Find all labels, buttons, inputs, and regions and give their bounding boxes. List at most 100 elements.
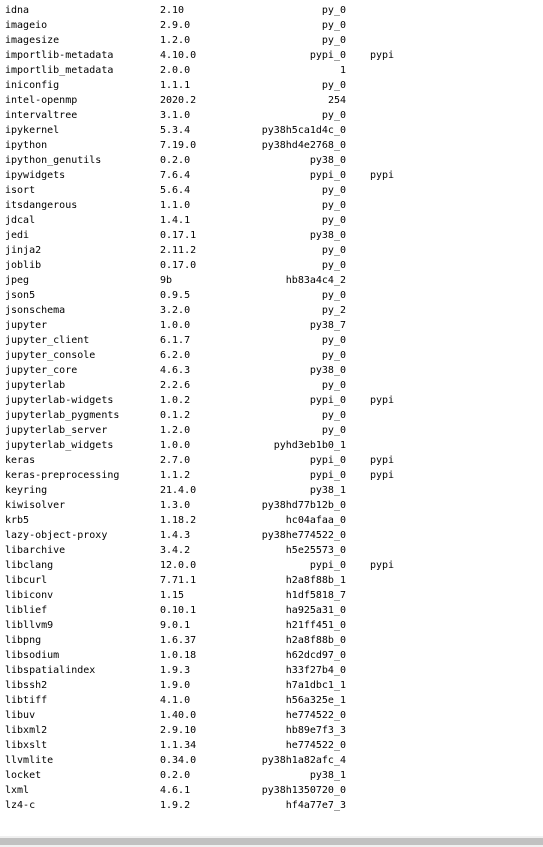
package-name: jupyter_console (5, 350, 96, 361)
package-build: h56a325e_1 (285, 695, 346, 706)
package-row: ipywidgets 7.6.4 pypi_0 pypi (0, 168, 543, 183)
package-version: 1.3.0 (160, 500, 191, 511)
package-build: py_0 (321, 215, 346, 226)
package-version: 6.1.7 (160, 335, 191, 346)
package-row: lz4-c 1.9.2 hf4a77e7_3 (0, 798, 543, 813)
package-build: py38h5ca1d4c_0 (261, 125, 346, 136)
package-row: libspatialindex 1.9.3 h33f27b4_0 (0, 663, 543, 678)
package-row: liblief 0.10.1 ha925a31_0 (0, 603, 543, 618)
package-row: joblib 0.17.0 py_0 (0, 258, 543, 273)
package-row: jupyter_client 6.1.7 py_0 (0, 333, 543, 348)
package-version: 1.1.2 (160, 470, 191, 481)
package-name: intel-openmp (5, 95, 78, 106)
package-build: py38he774522_0 (261, 530, 346, 541)
horizontal-scrollbar[interactable] (0, 836, 543, 847)
package-name: libpng (5, 635, 42, 646)
package-name: libxml2 (5, 725, 48, 736)
package-name: iniconfig (5, 80, 60, 91)
package-version: 3.2.0 (160, 305, 191, 316)
package-row: keras-preprocessing 1.1.2 pypi_0 pypi (0, 468, 543, 483)
package-name: llvmlite (5, 755, 54, 766)
package-version: 5.6.4 (160, 185, 191, 196)
package-name: jsonschema (5, 305, 66, 316)
package-version: 2.10 (160, 5, 185, 16)
package-name: krb5 (5, 515, 30, 526)
package-name: ipykernel (5, 125, 60, 136)
package-channel: pypi (370, 170, 395, 181)
package-version: 1.4.1 (160, 215, 191, 226)
package-row: jupyterlab 2.2.6 py_0 (0, 378, 543, 393)
package-build: py38_0 (309, 365, 346, 376)
package-version: 2.7.0 (160, 455, 191, 466)
package-name: itsdangerous (5, 200, 78, 211)
package-version: 2.2.6 (160, 380, 191, 391)
package-build: py_0 (321, 200, 346, 211)
package-row: locket 0.2.0 py38_1 (0, 768, 543, 783)
package-name: locket (5, 770, 42, 781)
package-build: py38h1a82afc_4 (261, 755, 346, 766)
package-build: py38_1 (309, 485, 346, 496)
package-version: 1.0.0 (160, 320, 191, 331)
package-build: h1df5818_7 (285, 590, 346, 601)
package-version: 1.1.0 (160, 200, 191, 211)
package-version: 1.0.0 (160, 440, 191, 451)
package-row: idna 2.10 py_0 (0, 3, 543, 18)
package-version: 2.0.0 (160, 65, 191, 76)
package-version: 1.18.2 (160, 515, 197, 526)
package-name: ipywidgets (5, 170, 66, 181)
scrollbar-thumb[interactable] (0, 838, 543, 845)
package-row: libllvm9 9.0.1 h21ff451_0 (0, 618, 543, 633)
package-row: iniconfig 1.1.1 py_0 (0, 78, 543, 93)
package-name: jupyterlab_widgets (5, 440, 114, 451)
package-build: pypi_0 (309, 455, 346, 466)
package-name: ipython_genutils (5, 155, 102, 166)
package-row: jupyterlab_pygments 0.1.2 py_0 (0, 408, 543, 423)
package-name: idna (5, 5, 30, 16)
package-name: joblib (5, 260, 42, 271)
package-build: py_0 (321, 185, 346, 196)
package-build: py_0 (321, 335, 346, 346)
package-build: h7a1dbc1_1 (285, 680, 346, 691)
package-version: 4.6.3 (160, 365, 191, 376)
package-version: 1.6.37 (160, 635, 197, 646)
package-build: ha925a31_0 (285, 605, 346, 616)
package-row: jinja2 2.11.2 py_0 (0, 243, 543, 258)
package-name: lazy-object-proxy (5, 530, 108, 541)
package-build: py_0 (321, 35, 346, 46)
package-version: 0.34.0 (160, 755, 197, 766)
package-name: liblief (5, 605, 48, 616)
package-name: libssh2 (5, 680, 48, 691)
package-build: h21ff451_0 (285, 620, 346, 631)
package-name: lxml (5, 785, 30, 796)
package-name: imageio (5, 20, 48, 31)
package-name: libsodium (5, 650, 60, 661)
package-version: 4.1.0 (160, 695, 191, 706)
package-version: 1.15 (160, 590, 185, 601)
package-row: jupyter 1.0.0 py38_7 (0, 318, 543, 333)
package-name: jupyter_core (5, 365, 78, 376)
package-name: jupyterlab_pygments (5, 410, 120, 421)
package-row: keyring 21.4.0 py38_1 (0, 483, 543, 498)
package-channel: pypi (370, 395, 395, 406)
package-row: lazy-object-proxy 1.4.3 py38he774522_0 (0, 528, 543, 543)
package-name: lz4-c (5, 800, 36, 811)
package-version: 1.0.18 (160, 650, 197, 661)
package-build: hb89e7f3_3 (285, 725, 346, 736)
package-build: py_0 (321, 245, 346, 256)
package-version: 4.6.1 (160, 785, 191, 796)
package-build: py_0 (321, 20, 346, 31)
package-row: jupyter_console 6.2.0 py_0 (0, 348, 543, 363)
package-build: pypi_0 (309, 470, 346, 481)
package-row: ipykernel 5.3.4 py38h5ca1d4c_0 (0, 123, 543, 138)
package-row: libpng 1.6.37 h2a8f88b_0 (0, 633, 543, 648)
package-row: kiwisolver 1.3.0 py38hd77b12b_0 (0, 498, 543, 513)
package-build: 1 (339, 65, 346, 76)
package-build: h2a8f88b_0 (285, 635, 346, 646)
package-name: isort (5, 185, 36, 196)
package-row: llvmlite 0.34.0 py38h1a82afc_4 (0, 753, 543, 768)
package-version: 4.10.0 (160, 50, 197, 61)
package-version: 0.2.0 (160, 155, 191, 166)
package-channel: pypi (370, 455, 395, 466)
package-version: 7.19.0 (160, 140, 197, 151)
package-build: py38h1350720_0 (261, 785, 346, 796)
